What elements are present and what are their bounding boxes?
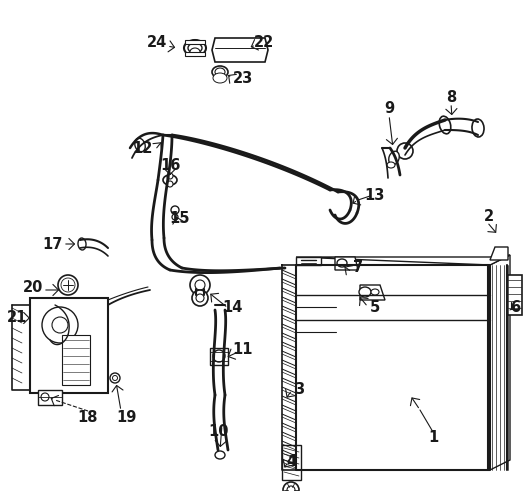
Text: 10: 10 <box>209 424 229 438</box>
Circle shape <box>397 143 413 159</box>
Polygon shape <box>360 285 385 300</box>
Ellipse shape <box>439 116 451 134</box>
Ellipse shape <box>135 138 145 152</box>
Text: 24: 24 <box>147 34 167 50</box>
Circle shape <box>42 307 78 343</box>
Ellipse shape <box>215 68 225 76</box>
Polygon shape <box>38 390 62 405</box>
Circle shape <box>172 214 178 220</box>
Text: 6: 6 <box>510 300 520 316</box>
Text: 15: 15 <box>170 211 190 225</box>
Circle shape <box>61 278 75 292</box>
Ellipse shape <box>387 162 395 168</box>
Circle shape <box>41 393 49 401</box>
Text: 22: 22 <box>254 34 274 50</box>
Circle shape <box>167 173 173 179</box>
Text: 14: 14 <box>223 300 243 315</box>
Polygon shape <box>335 257 358 270</box>
Text: 20: 20 <box>23 280 43 296</box>
Circle shape <box>196 294 204 302</box>
Circle shape <box>58 275 78 295</box>
Text: 19: 19 <box>116 409 136 425</box>
Ellipse shape <box>188 43 202 53</box>
Polygon shape <box>282 445 301 480</box>
Text: 16: 16 <box>160 158 180 172</box>
Text: 5: 5 <box>370 300 380 315</box>
Text: 9: 9 <box>384 101 394 115</box>
Polygon shape <box>296 255 510 265</box>
Ellipse shape <box>213 73 227 83</box>
Polygon shape <box>185 52 205 56</box>
Text: 21: 21 <box>7 310 27 326</box>
Circle shape <box>190 275 210 295</box>
Text: 3: 3 <box>294 382 304 397</box>
Text: 13: 13 <box>365 188 385 202</box>
Polygon shape <box>62 335 90 385</box>
Circle shape <box>287 486 295 491</box>
Text: 17: 17 <box>43 237 63 251</box>
Ellipse shape <box>388 151 400 165</box>
Text: 23: 23 <box>233 71 253 85</box>
Circle shape <box>171 206 179 214</box>
Ellipse shape <box>190 48 200 56</box>
Ellipse shape <box>212 66 228 78</box>
Text: 12: 12 <box>133 140 153 156</box>
Circle shape <box>64 281 72 289</box>
Text: 4: 4 <box>286 454 296 468</box>
Polygon shape <box>185 40 205 44</box>
Circle shape <box>213 350 225 362</box>
Text: 11: 11 <box>233 342 253 356</box>
Ellipse shape <box>184 40 206 56</box>
Polygon shape <box>490 255 510 470</box>
Ellipse shape <box>371 289 379 295</box>
Text: 7: 7 <box>353 261 363 275</box>
Circle shape <box>195 280 205 290</box>
Circle shape <box>283 482 299 491</box>
Text: 18: 18 <box>78 409 98 425</box>
Text: 8: 8 <box>446 89 456 105</box>
Polygon shape <box>490 247 508 260</box>
Text: 2: 2 <box>484 209 494 223</box>
Text: 1: 1 <box>428 431 438 445</box>
Ellipse shape <box>472 119 484 137</box>
Ellipse shape <box>337 259 347 267</box>
Ellipse shape <box>359 287 371 297</box>
Polygon shape <box>210 348 228 365</box>
Ellipse shape <box>78 238 86 250</box>
Circle shape <box>112 376 118 381</box>
Polygon shape <box>507 275 522 315</box>
Polygon shape <box>30 298 108 393</box>
Ellipse shape <box>163 175 177 185</box>
Circle shape <box>52 317 68 333</box>
Polygon shape <box>296 257 321 265</box>
Circle shape <box>110 373 120 383</box>
Circle shape <box>167 181 173 187</box>
Circle shape <box>192 290 208 306</box>
Ellipse shape <box>215 451 225 459</box>
Polygon shape <box>212 38 268 62</box>
